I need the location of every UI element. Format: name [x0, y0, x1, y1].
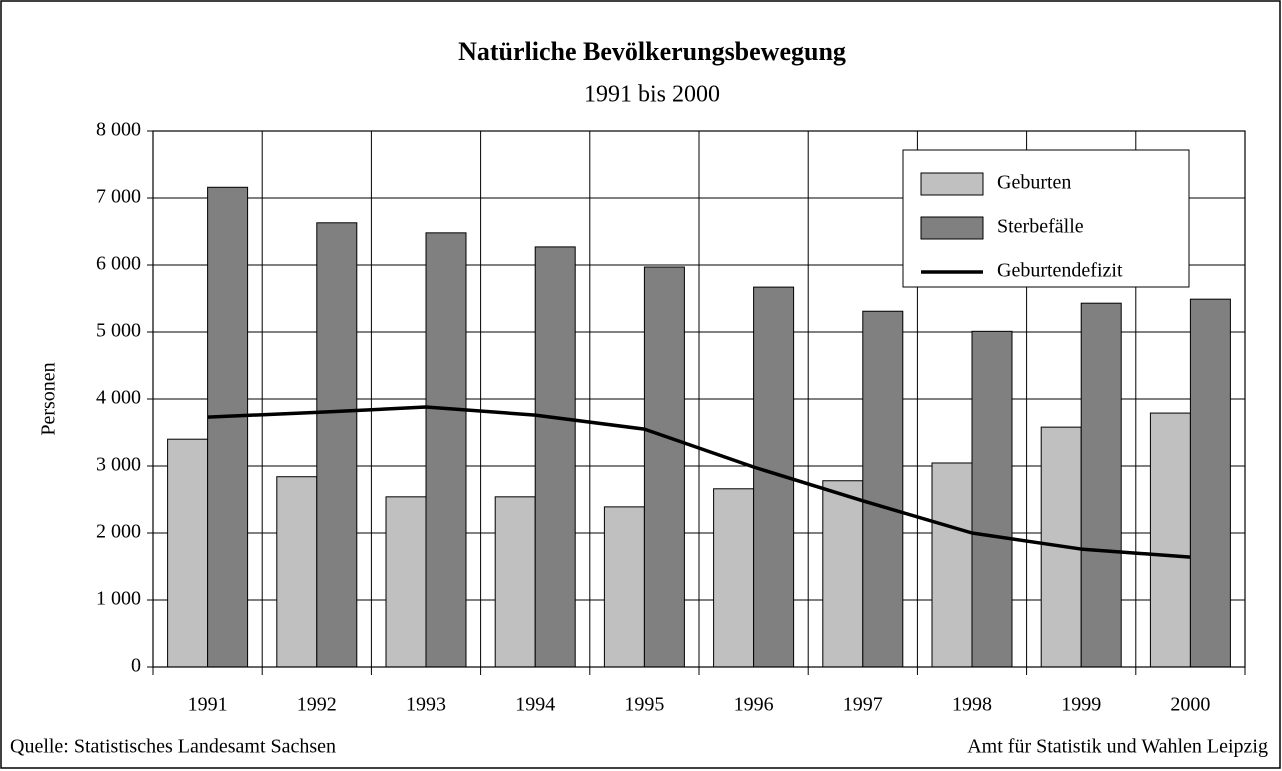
bar	[494, 496, 536, 668]
chart-subtitle: 1991 bis 2000	[584, 82, 720, 108]
x-tick-label: 2000	[1170, 694, 1210, 716]
x-tick-label: 1996	[734, 694, 774, 716]
bar	[643, 266, 685, 668]
bar	[1080, 302, 1122, 668]
bar	[971, 330, 1013, 668]
legend-swatch	[920, 216, 984, 240]
legend-label: Geburtendefizit	[997, 260, 1123, 282]
bar	[931, 462, 973, 668]
bar	[534, 246, 576, 668]
x-tick-label: 1995	[624, 694, 664, 716]
legend-label: Sterbefälle	[997, 216, 1084, 238]
legend-label: Geburten	[997, 172, 1071, 194]
bar	[862, 310, 904, 668]
bar	[316, 222, 358, 668]
y-tick-label: 1 000	[96, 588, 141, 610]
x-tick-label: 1991	[188, 694, 228, 716]
y-tick-label: 8 000	[96, 119, 141, 141]
y-tick-label: 2 000	[96, 521, 141, 543]
legend-swatch	[920, 172, 984, 196]
y-tick-label: 5 000	[96, 320, 141, 342]
x-tick-label: 1992	[297, 694, 337, 716]
x-tick-label: 1994	[515, 694, 555, 716]
y-tick-label: 4 000	[96, 387, 141, 409]
plot-border	[152, 130, 1246, 668]
bar	[822, 480, 864, 668]
chart-title: Natürliche Bevölkerungsbewegung	[458, 37, 846, 66]
bar	[603, 506, 645, 668]
x-tick-label: 1993	[406, 694, 446, 716]
y-tick-label: 0	[131, 655, 141, 677]
bar	[276, 476, 318, 668]
bar	[207, 186, 249, 668]
x-tick-label: 1997	[843, 694, 883, 716]
y-tick-label: 6 000	[96, 253, 141, 275]
y-tick-label: 3 000	[96, 454, 141, 476]
x-tick-label: 1999	[1061, 694, 1101, 716]
bar	[713, 488, 755, 668]
y-tick-label: 7 000	[96, 186, 141, 208]
source-note: Quelle: Statistisches Landesamt Sachsen	[10, 736, 336, 758]
x-tick-label: 1998	[952, 694, 992, 716]
bar	[1149, 412, 1191, 668]
bar	[167, 438, 209, 668]
bar	[1189, 298, 1231, 668]
publisher-note: Amt für Statistik und Wahlen Leipzig	[967, 736, 1268, 758]
y-axis-label: Personen	[38, 362, 60, 435]
bar	[385, 496, 427, 668]
bar	[425, 232, 467, 668]
line	[207, 405, 1191, 559]
